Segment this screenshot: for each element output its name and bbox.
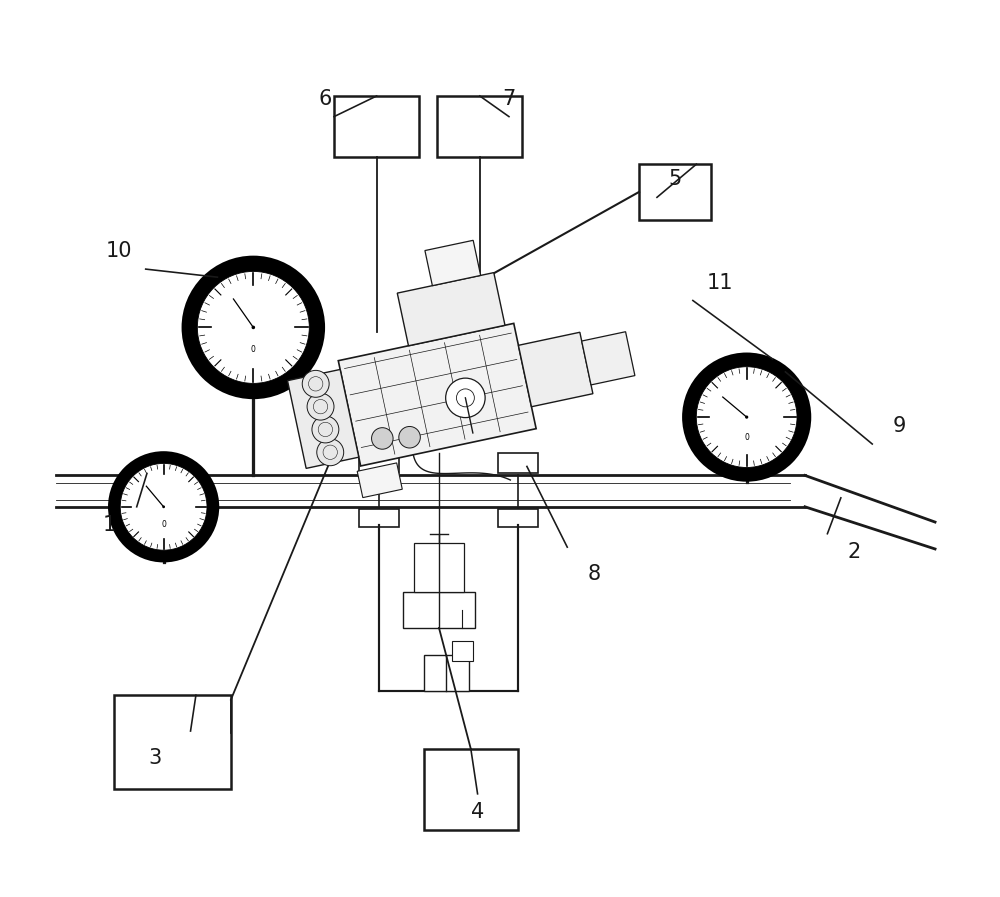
Bar	[424, 655, 469, 691]
Circle shape	[682, 353, 811, 482]
Polygon shape	[338, 324, 536, 466]
Text: 5: 5	[668, 170, 682, 189]
Text: 0: 0	[161, 519, 166, 528]
Text: 4: 4	[471, 802, 484, 822]
Circle shape	[182, 256, 325, 399]
Circle shape	[745, 415, 748, 419]
Bar	[437, 96, 522, 157]
Circle shape	[307, 393, 334, 420]
Bar	[114, 695, 231, 789]
Circle shape	[197, 272, 309, 383]
Text: 8: 8	[588, 564, 601, 584]
Circle shape	[317, 439, 344, 466]
Bar	[639, 164, 711, 220]
Circle shape	[696, 367, 797, 467]
Polygon shape	[359, 453, 399, 473]
Circle shape	[312, 416, 339, 443]
Polygon shape	[359, 509, 399, 527]
Circle shape	[372, 428, 393, 449]
Text: 2: 2	[848, 542, 861, 562]
Text: 3: 3	[148, 748, 161, 768]
Circle shape	[162, 505, 165, 509]
Text: 1: 1	[103, 515, 116, 535]
Bar	[414, 543, 464, 592]
Bar	[403, 592, 475, 628]
Text: 10: 10	[106, 241, 132, 261]
Circle shape	[108, 451, 219, 562]
Polygon shape	[357, 463, 402, 498]
Text: 11: 11	[707, 273, 733, 292]
Polygon shape	[425, 240, 481, 285]
Bar	[452, 641, 473, 661]
Polygon shape	[582, 332, 635, 385]
Bar	[424, 749, 518, 830]
Circle shape	[446, 379, 485, 418]
Text: 9: 9	[892, 416, 906, 436]
Polygon shape	[498, 509, 538, 527]
Circle shape	[302, 370, 329, 397]
Text: 0: 0	[744, 432, 749, 441]
Text: 7: 7	[502, 89, 516, 109]
Polygon shape	[397, 273, 505, 345]
Bar	[334, 96, 419, 157]
Polygon shape	[498, 453, 538, 473]
Circle shape	[120, 464, 207, 550]
Polygon shape	[288, 370, 359, 468]
Circle shape	[399, 426, 420, 448]
Polygon shape	[518, 332, 593, 406]
Text: 6: 6	[318, 89, 332, 109]
Circle shape	[252, 326, 255, 329]
Text: 0: 0	[251, 345, 256, 354]
